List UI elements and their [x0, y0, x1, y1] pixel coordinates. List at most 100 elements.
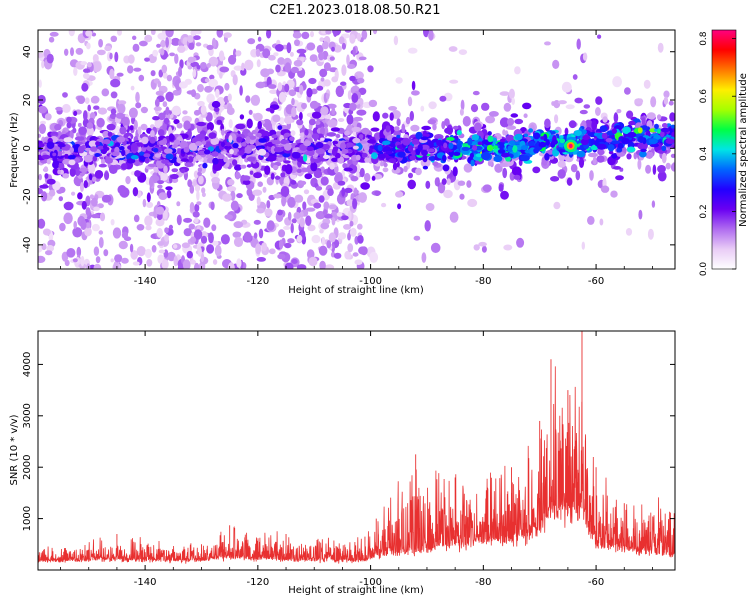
heatmap-cell [388, 106, 398, 111]
heatmap-cell [151, 245, 157, 253]
heatmap-cell [283, 225, 291, 230]
heatmap-cell [59, 222, 66, 232]
heatmap-cell [432, 161, 439, 166]
heatmap-cell [652, 164, 657, 175]
heatmap-cell [186, 90, 196, 95]
heatmap-cell [234, 164, 242, 171]
heatmap-cell [359, 167, 365, 178]
heatmap-cell [360, 182, 371, 190]
heatmap-cell [462, 116, 471, 127]
heatmap-cell [171, 144, 178, 149]
heatmap-cell [117, 103, 126, 114]
snr-axes: -140 -120 -100 -80 -60 1000 2000 3000 4000 [22, 331, 675, 588]
heatmap-cell [215, 88, 220, 98]
heatmap-cell [93, 206, 100, 212]
heatmap-cell [196, 121, 207, 127]
heatmap-cell [389, 112, 394, 121]
heatmap-cell [417, 144, 423, 151]
heatmap-cell [645, 151, 654, 159]
heatmap-cell [249, 141, 255, 145]
heatmap-cell [219, 66, 230, 73]
x-tick-label: -100 [359, 577, 382, 588]
heatmap-cell [627, 131, 637, 138]
heatmap-cell [611, 140, 621, 144]
heatmap-cell [663, 90, 670, 98]
heatmap-cell [371, 152, 378, 160]
heatmap-cell [346, 54, 350, 66]
heatmap-cell [187, 56, 195, 63]
heatmap-cell [582, 52, 588, 61]
heatmap-cell [336, 212, 343, 217]
heatmap-cell [550, 176, 560, 182]
heatmap-cell [62, 92, 68, 98]
heatmap-cell [54, 123, 62, 131]
heatmap-cell [116, 72, 124, 77]
colorbar-tick-label: 0.2 [699, 204, 709, 218]
heatmap-cell [170, 173, 179, 180]
heatmap-cell [135, 142, 145, 147]
heatmap-cell [461, 146, 470, 151]
heatmap-cell [661, 145, 667, 152]
heatmap-cell [196, 190, 200, 201]
heatmap-cell [324, 264, 335, 269]
heatmap-cell [356, 109, 367, 116]
heatmap-cell [385, 125, 391, 133]
heatmap-cell [160, 39, 166, 48]
x-tick-label: -120 [246, 276, 269, 287]
heatmap-cell [93, 105, 100, 110]
heatmap-cell [333, 44, 342, 53]
heatmap-cell [436, 139, 444, 146]
heatmap-cell [364, 157, 371, 163]
heatmap-cell [329, 56, 335, 61]
heatmap-cell [202, 162, 208, 169]
heatmap-cell [236, 136, 243, 143]
heatmap-cell [161, 64, 168, 74]
heatmap-cell [241, 175, 251, 181]
heatmap-cell [475, 153, 483, 158]
heatmap-cell [357, 235, 364, 244]
heatmap-cell [457, 180, 466, 186]
heatmap-cell [86, 62, 92, 68]
heatmap-cell [142, 198, 147, 208]
heatmap-cell [290, 180, 297, 185]
heatmap-cell [114, 142, 121, 148]
heatmap-cell [591, 120, 598, 131]
heatmap-cell [579, 109, 588, 115]
heatmap-cell [590, 138, 595, 145]
heatmap-cell [38, 79, 42, 88]
colorbar-tick-label: 0.6 [699, 89, 709, 104]
heatmap-cell [322, 41, 329, 50]
heatmap-cell [377, 153, 386, 159]
heatmap-cell [206, 122, 214, 132]
heatmap-cell [306, 42, 316, 51]
heatmap-cell [84, 97, 90, 104]
heatmap-cell [648, 138, 658, 145]
heatmap-cell [595, 96, 603, 105]
heatmap-cell [153, 147, 159, 153]
heatmap-cell [206, 63, 211, 68]
heatmap-cell [607, 144, 615, 152]
heatmap-cell [337, 180, 346, 186]
heatmap-cell [637, 142, 643, 149]
heatmap-cell [292, 31, 302, 39]
heatmap-cell [597, 143, 607, 150]
heatmap-cell [428, 101, 437, 110]
heatmap-cell [130, 155, 139, 160]
heatmap-cell [73, 110, 78, 116]
heatmap-cell [296, 168, 302, 173]
heatmap-cell [136, 224, 145, 231]
heatmap-cell [262, 186, 267, 193]
heatmap-cell [183, 228, 192, 237]
heatmap-cell [595, 107, 601, 116]
heatmap-cell [582, 135, 591, 140]
heatmap-cell [395, 191, 404, 198]
heatmap-cell [149, 177, 154, 188]
snr-plot-frame [37, 330, 676, 571]
heatmap-cell [211, 176, 221, 184]
heatmap-cell [331, 46, 335, 52]
heatmap-cell [153, 106, 162, 112]
heatmap-cell [258, 228, 264, 239]
heatmap-cell [405, 116, 411, 125]
heatmap-cell [355, 154, 361, 161]
heatmap-cell [216, 30, 224, 38]
